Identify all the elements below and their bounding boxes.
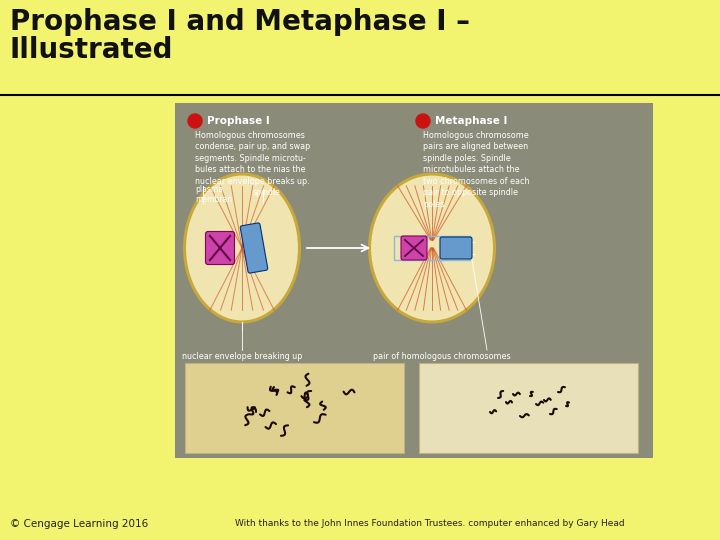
Ellipse shape <box>407 239 423 247</box>
Bar <box>394 236 470 260</box>
Text: nuclear envelope breaking up: nuclear envelope breaking up <box>182 352 302 361</box>
Text: Prophase I and Metaphase I –: Prophase I and Metaphase I – <box>10 8 470 36</box>
Text: Illustrated: Illustrated <box>10 36 174 64</box>
Ellipse shape <box>243 239 257 247</box>
Text: © Cengage Learning 2016: © Cengage Learning 2016 <box>10 519 148 529</box>
Text: pair of homologous chromosomes: pair of homologous chromosomes <box>373 352 510 361</box>
FancyBboxPatch shape <box>440 237 472 259</box>
Ellipse shape <box>442 239 462 247</box>
Text: Homologous chromosome
pairs are aligned between
spindle poles. Spindle
microtubu: Homologous chromosome pairs are aligned … <box>423 131 529 208</box>
Text: Metaphase I: Metaphase I <box>435 116 508 126</box>
Text: With thanks to the John Innes Foundation Trustees. computer enhanced by Gary Hea: With thanks to the John Innes Foundation… <box>235 519 625 529</box>
Bar <box>175 103 653 458</box>
Bar <box>419 363 638 453</box>
FancyBboxPatch shape <box>401 236 427 260</box>
Ellipse shape <box>213 238 231 250</box>
FancyBboxPatch shape <box>205 232 235 265</box>
FancyBboxPatch shape <box>240 223 268 273</box>
Text: Homologous chromosomes
condense, pair up, and swap
segments. Spindle microtu-
bu: Homologous chromosomes condense, pair up… <box>195 131 310 186</box>
Bar <box>185 363 404 453</box>
Bar <box>0 0 720 95</box>
Circle shape <box>188 114 202 128</box>
Ellipse shape <box>369 174 495 322</box>
Circle shape <box>416 114 430 128</box>
Text: plasma
membran: plasma membran <box>195 185 232 205</box>
Ellipse shape <box>184 174 300 322</box>
Text: spindle: spindle <box>253 188 281 197</box>
Text: Prophase I: Prophase I <box>207 116 270 126</box>
